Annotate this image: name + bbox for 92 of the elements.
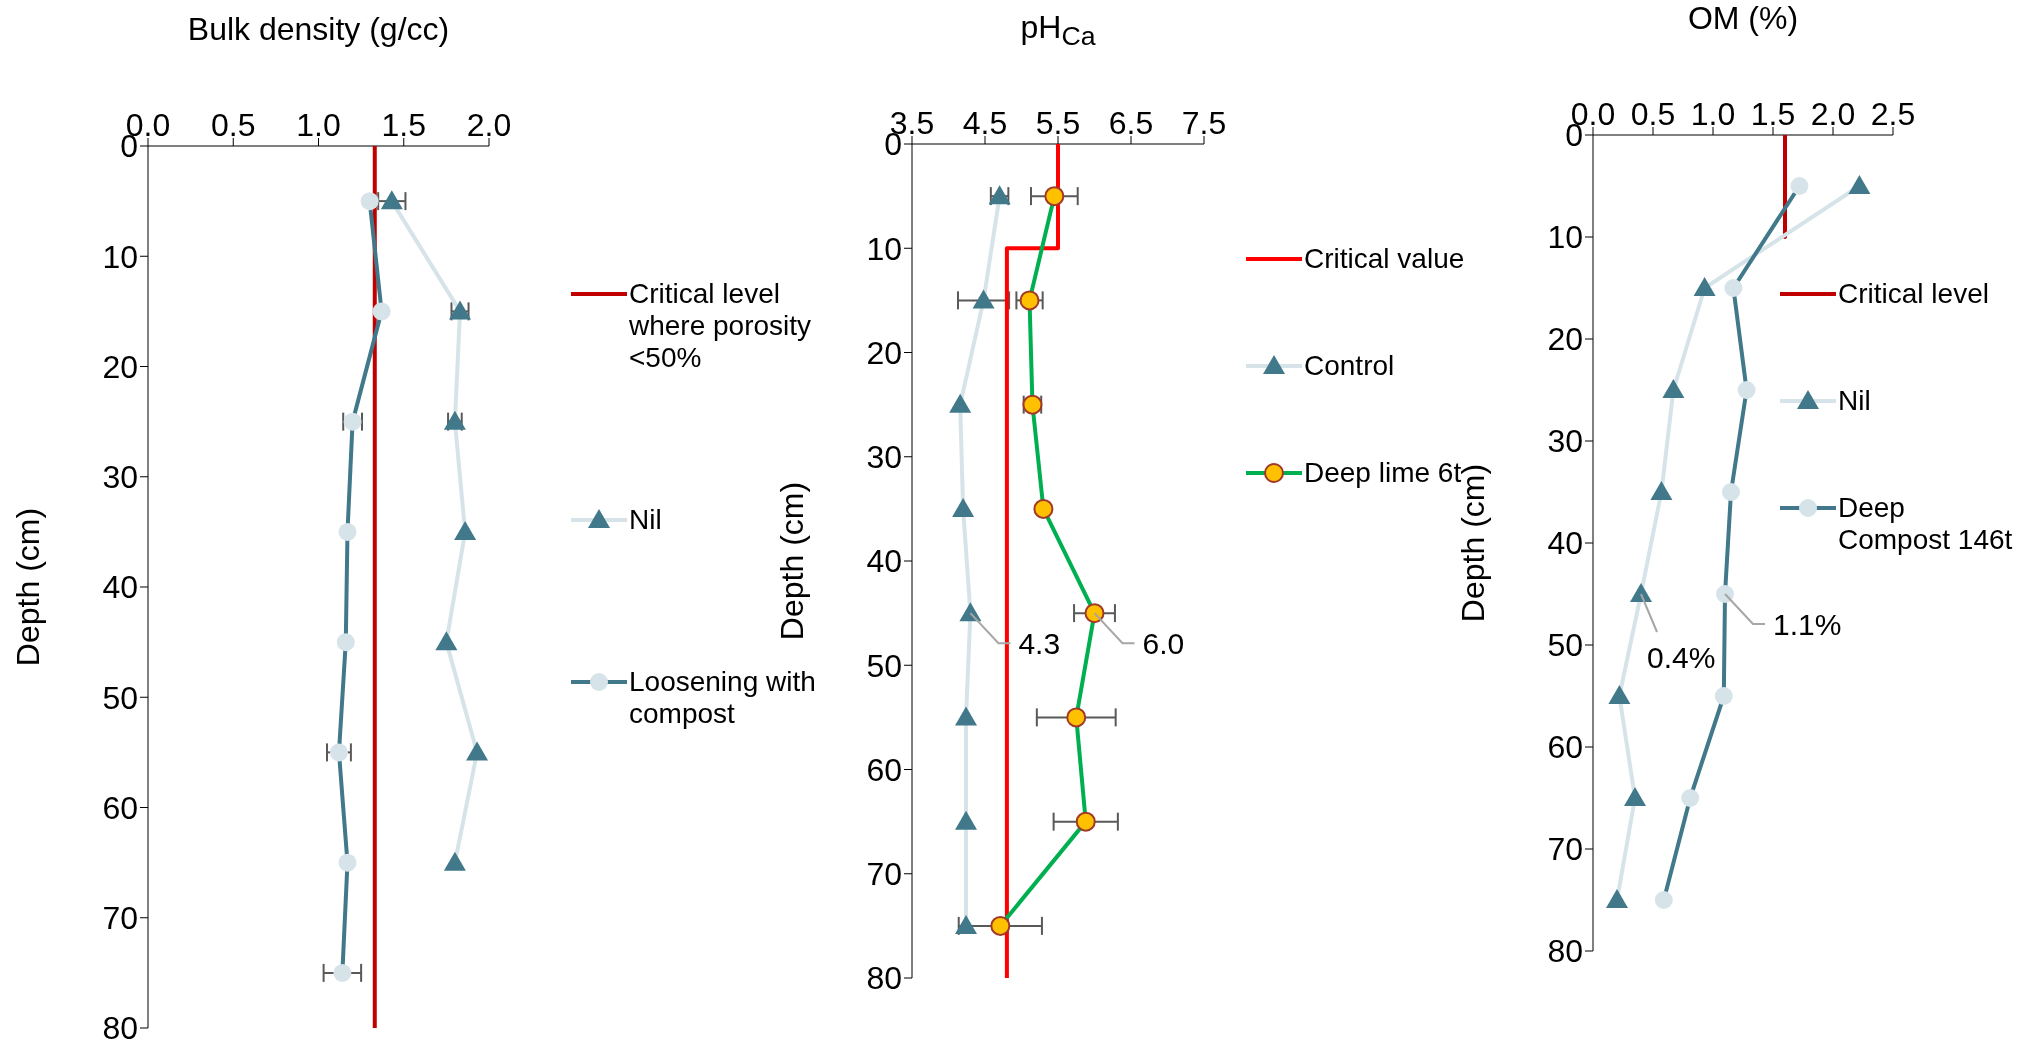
x-tick-label: 4.5 [962,105,1008,141]
y-tick-label: 80 [1547,933,1583,970]
y-tick-label: 10 [866,230,902,267]
legend-label: Loosening with compost [629,666,817,730]
point [1630,583,1652,602]
point [435,631,458,651]
y-tick-label: 70 [102,900,138,937]
point [955,706,978,726]
point [1624,787,1646,806]
x-tick-label: 1.5 [1750,96,1796,132]
x-axis-title: OM (%) [1686,0,1800,37]
point [1608,685,1631,704]
y-tick-label: 40 [102,569,138,606]
point [372,302,391,321]
y-tick-label: 60 [102,789,138,826]
x-tick-label: 2.5 [1870,96,1916,132]
legend-label: Control [1304,350,1396,382]
point [1066,707,1087,728]
y-axis-title: Depth (cm) [773,481,811,641]
y-tick-label: 30 [102,459,138,496]
y-tick-label: 70 [1547,831,1583,868]
point [1848,175,1871,194]
point [1681,789,1700,807]
point [1044,186,1065,207]
y-tick-label: 10 [1547,219,1583,256]
point [972,289,995,309]
legend-label: Critical level [1838,278,1990,310]
y-tick-label: 70 [866,856,902,893]
point [1654,891,1673,909]
point [360,192,379,211]
legend-label: Critical level where porosity <50% [629,278,813,374]
annotation: 1.1% [1773,608,1842,641]
point [1693,277,1716,296]
x-tick-label: 2.0 [1810,96,1856,132]
point [1662,379,1685,398]
x-axis-title: pH$_{Ca}$ [1019,9,1097,53]
y-tick-label: 20 [102,348,138,385]
y-tick-label: 50 [866,647,902,684]
y-tick-label: 10 [102,238,138,275]
x-tick-label: 7.5 [1181,105,1227,141]
point [949,393,972,413]
point [990,915,1011,936]
legend-label: Critical value [1304,243,1466,275]
y-tick-label: 80 [102,1010,138,1041]
annotation: 4.3 [1018,627,1061,661]
x-tick-label: 1.5 [381,107,426,143]
point [338,853,357,872]
y-tick-label: 40 [1547,525,1583,562]
point [955,810,978,830]
point [955,914,978,934]
x-tick-label: 5.5 [1035,105,1081,141]
point [1606,889,1628,908]
point [1737,381,1756,399]
y-tick-label: 80 [866,960,902,997]
point [454,520,477,540]
point [1714,687,1733,705]
point [1716,585,1734,603]
point [443,851,466,871]
y-tick-label: 30 [866,439,902,476]
legend-label: Deep Compost 146t [1838,492,2013,556]
point [336,633,355,652]
legend-label: Nil [629,504,662,535]
x-tick-label: 1.0 [296,107,341,143]
point [338,522,357,541]
point [1790,177,1809,195]
x-axis-title: Bulk density (g/cc) [186,11,451,48]
point [1724,279,1743,297]
point [1033,498,1054,519]
y-tick-label: 60 [866,751,902,788]
y-tick-label: 50 [1547,627,1583,664]
point [952,497,975,517]
y-tick-label: 30 [1547,423,1583,460]
y-tick-label: 50 [102,679,138,716]
x-tick-label: 2.0 [466,107,512,143]
x-tick-label: 1.0 [1690,96,1736,132]
x-tick-label: 0.5 [1630,96,1676,132]
point [466,741,489,761]
point [1075,811,1096,832]
x-tick-label: 6.5 [1108,105,1154,141]
legend-label: Nil [1838,385,1872,417]
annotation: 6.0 [1142,627,1185,661]
point [1650,481,1673,500]
y-tick-label: 40 [866,543,902,580]
point [333,963,352,982]
point [1722,483,1740,501]
x-tick-label: 0.5 [211,107,256,143]
annotation: 0.4% [1647,641,1716,674]
y-tick-label: 20 [866,334,902,371]
y-tick-label: 60 [1547,729,1583,766]
y-axis-title: Depth (cm) [9,507,47,667]
y-tick-label: 20 [1547,321,1583,358]
point [1084,603,1105,624]
